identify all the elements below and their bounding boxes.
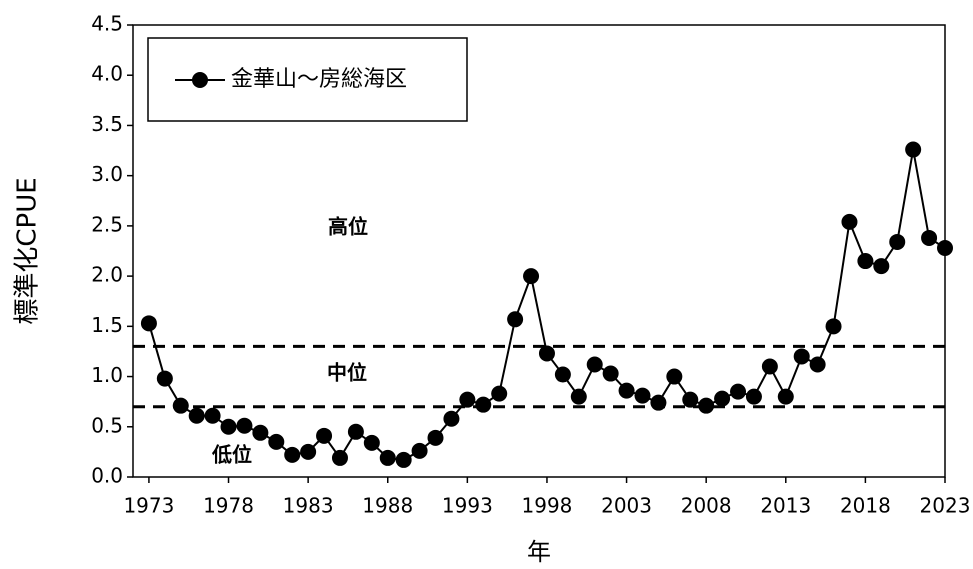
data-point bbox=[347, 423, 364, 440]
data-point bbox=[714, 390, 731, 407]
data-point bbox=[841, 213, 858, 230]
data-point bbox=[395, 451, 412, 468]
data-point bbox=[937, 239, 953, 256]
data-point bbox=[873, 258, 890, 275]
x-tick-label: 2013 bbox=[760, 494, 811, 518]
data-point bbox=[252, 424, 269, 441]
legend-label: 金華山～房総海区 bbox=[231, 67, 407, 92]
x-axis-label: 年 bbox=[527, 538, 551, 566]
y-tick-label: 1.0 bbox=[91, 363, 123, 387]
legend-marker bbox=[192, 72, 208, 88]
y-axis-label: 標準化CPUE bbox=[13, 177, 43, 324]
y-tick-label: 0.5 bbox=[91, 413, 123, 437]
data-point bbox=[634, 387, 651, 404]
data-point bbox=[586, 356, 603, 373]
x-tick-label: 1988 bbox=[362, 494, 413, 518]
data-point bbox=[857, 253, 874, 270]
data-point bbox=[156, 370, 173, 387]
data-point bbox=[666, 368, 683, 385]
data-point bbox=[268, 433, 285, 450]
annotation: 中位 bbox=[327, 361, 367, 385]
data-point bbox=[363, 434, 380, 451]
data-point bbox=[523, 268, 540, 285]
data-point bbox=[570, 388, 587, 405]
data-point bbox=[411, 442, 428, 459]
data-point bbox=[825, 318, 842, 335]
x-tick-label: 1973 bbox=[123, 494, 174, 518]
data-point bbox=[650, 394, 667, 411]
y-tick-label: 0.0 bbox=[91, 464, 123, 488]
y-tick-label: 2.0 bbox=[91, 263, 123, 287]
data-point bbox=[379, 449, 396, 466]
data-point bbox=[809, 356, 826, 373]
y-tick-label: 2.5 bbox=[91, 212, 123, 236]
data-point bbox=[331, 449, 348, 466]
annotation: 低位 bbox=[211, 443, 252, 467]
x-tick-label: 2018 bbox=[840, 494, 891, 518]
data-point bbox=[284, 446, 301, 463]
data-point bbox=[443, 410, 460, 427]
data-point bbox=[682, 391, 699, 408]
data-point bbox=[188, 407, 205, 424]
data-point bbox=[602, 365, 619, 382]
data-point bbox=[507, 311, 524, 328]
data-point bbox=[538, 345, 555, 362]
data-point bbox=[236, 417, 253, 434]
x-tick-label: 1983 bbox=[283, 494, 334, 518]
data-point bbox=[140, 315, 157, 332]
data-point bbox=[793, 348, 810, 365]
y-tick-label: 4.5 bbox=[91, 12, 123, 36]
x-tick-label: 2003 bbox=[601, 494, 652, 518]
x-tick-label: 1978 bbox=[203, 494, 254, 518]
series-line bbox=[147, 149, 946, 461]
x-tick-label: 2008 bbox=[681, 494, 732, 518]
y-tick-label: 1.5 bbox=[91, 313, 123, 337]
data-point bbox=[730, 383, 747, 400]
data-point bbox=[777, 388, 794, 405]
data-point bbox=[889, 233, 906, 250]
data-point bbox=[459, 391, 476, 408]
y-tick-label: 3.5 bbox=[91, 112, 123, 136]
data-point bbox=[554, 366, 571, 383]
y-tick-label: 4.0 bbox=[91, 62, 123, 86]
annotation: 高位 bbox=[328, 215, 368, 239]
data-point bbox=[761, 358, 778, 375]
data-point bbox=[220, 418, 237, 435]
x-tick-label: 2023 bbox=[920, 494, 971, 518]
data-point bbox=[427, 429, 444, 446]
data-point bbox=[172, 397, 189, 414]
data-point bbox=[300, 443, 317, 460]
data-point bbox=[204, 407, 221, 424]
data-point bbox=[698, 397, 715, 414]
data-point bbox=[618, 382, 635, 399]
data-point bbox=[921, 229, 938, 246]
data-point bbox=[316, 427, 333, 444]
y-tick-label: 3.0 bbox=[91, 162, 123, 186]
x-tick-label: 1998 bbox=[522, 494, 573, 518]
data-point bbox=[491, 385, 508, 402]
data-point bbox=[905, 141, 922, 158]
x-tick-label: 1993 bbox=[442, 494, 493, 518]
data-point bbox=[745, 388, 762, 405]
data-point bbox=[475, 396, 492, 413]
